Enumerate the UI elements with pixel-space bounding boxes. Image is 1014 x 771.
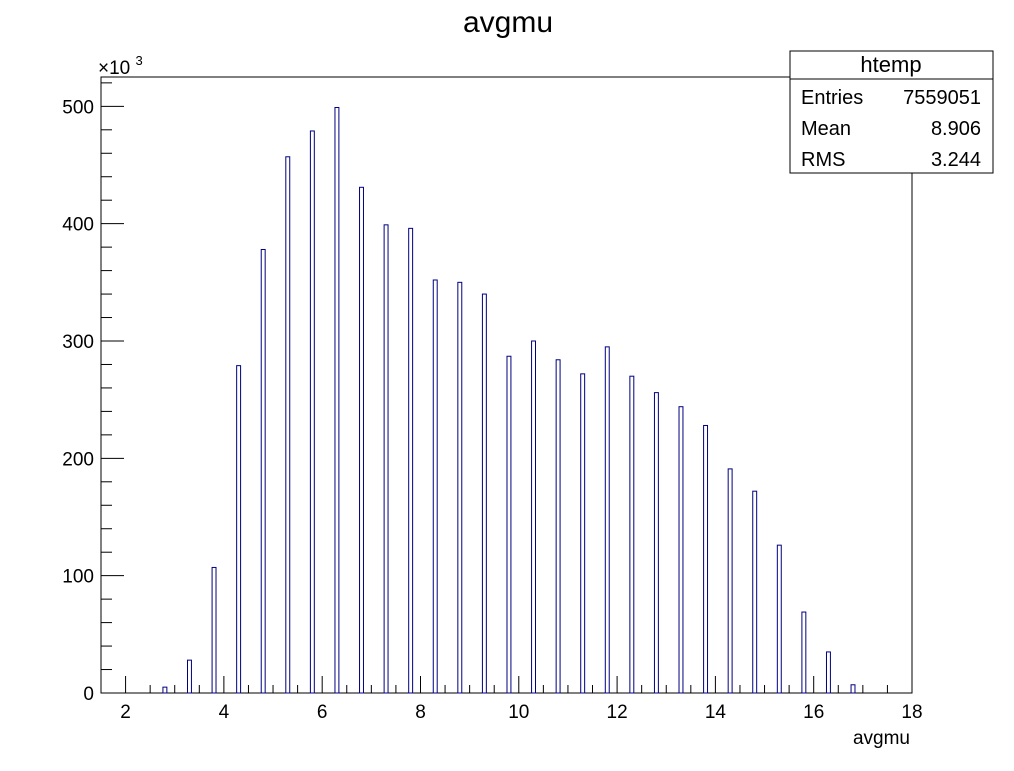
histogram-bar xyxy=(334,107,340,694)
stats-rms-label: RMS xyxy=(801,149,845,171)
histogram-bar xyxy=(727,468,733,694)
y-axis-multiplier-base: ×10 xyxy=(98,58,130,79)
stats-box: htemp Entries 7559051 Mean 8.906 RMS 3.2… xyxy=(789,50,994,174)
histogram-bar xyxy=(260,248,266,694)
stats-entries-label: Entries xyxy=(801,87,863,109)
y-tick-label: 400 xyxy=(62,215,94,236)
x-axis: 2 4 6 8 10 12 14 16 18 xyxy=(100,676,923,723)
histogram-bar xyxy=(752,490,758,694)
x-tick-label: 2 xyxy=(120,702,131,723)
x-tick-label: 18 xyxy=(901,702,922,723)
y-axis-multiplier: ×10 3 xyxy=(98,53,143,79)
histogram-bar xyxy=(309,130,315,694)
histogram-bar xyxy=(383,224,389,694)
x-tick-label: 4 xyxy=(219,702,230,723)
y-tick-label: 300 xyxy=(62,332,94,353)
stats-entries-value: 7559051 xyxy=(903,87,981,109)
x-tick-label: 6 xyxy=(317,702,328,723)
histogram-bar xyxy=(678,406,684,694)
histogram-bar xyxy=(408,227,414,694)
histogram-bar xyxy=(236,365,242,694)
histogram-bar xyxy=(580,373,586,694)
histogram-bar xyxy=(555,359,561,694)
y-axis-multiplier-exponent: 3 xyxy=(136,53,143,68)
y-tick-label: 500 xyxy=(62,97,94,118)
y-tick-label: 200 xyxy=(62,449,94,470)
x-axis-label: avgmu xyxy=(853,728,910,749)
histogram-bar xyxy=(629,375,635,694)
histogram-bar xyxy=(457,281,463,694)
stats-mean-label: Mean xyxy=(801,118,851,140)
histogram-bar xyxy=(211,566,217,694)
histogram-bar xyxy=(359,186,364,694)
histogram-bar xyxy=(531,340,536,694)
bars-group xyxy=(162,107,856,694)
histogram-bar xyxy=(187,659,192,694)
x-tick-label: 16 xyxy=(803,702,824,723)
histogram-bar xyxy=(801,611,807,694)
histogram-bar xyxy=(653,392,659,694)
chart-title: avgmu xyxy=(463,6,553,39)
histogram-bar xyxy=(604,346,610,694)
histogram-bar xyxy=(481,293,487,694)
histogram-bar xyxy=(506,355,512,694)
histogram-bar xyxy=(776,544,782,694)
x-tick-label: 8 xyxy=(415,702,426,723)
x-tick-label: 12 xyxy=(607,702,628,723)
histogram-bar xyxy=(850,684,856,694)
stats-box-title: htemp xyxy=(860,52,921,77)
y-tick-label: 100 xyxy=(62,567,94,588)
x-tick-label: 10 xyxy=(508,702,529,723)
histogram-bar xyxy=(162,686,168,694)
x-tick-label: 14 xyxy=(705,702,727,723)
y-axis: 0 100 200 300 400 500 xyxy=(62,82,124,705)
histogram-bar xyxy=(825,651,831,694)
stats-box-frame xyxy=(789,50,994,174)
y-tick-label: 0 xyxy=(83,684,94,705)
histogram-bar xyxy=(285,156,291,694)
histogram-bar xyxy=(703,424,709,694)
histogram-bar xyxy=(432,279,438,694)
stats-rms-value: 3.244 xyxy=(931,149,981,171)
stats-mean-value: 8.906 xyxy=(931,118,981,140)
